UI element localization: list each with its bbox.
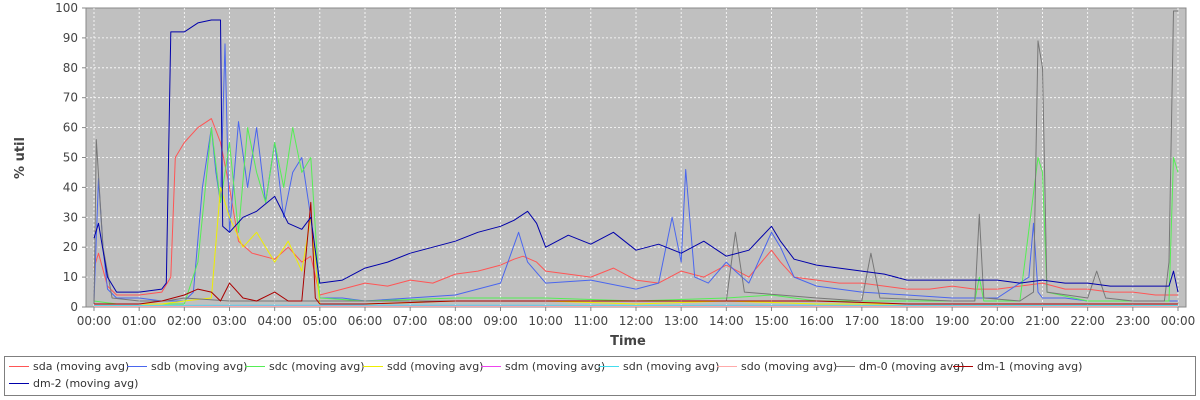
legend-item-sdc: sdc (moving avg) (245, 360, 365, 373)
series-line-dm-1 (94, 201, 1178, 305)
legend-swatch (9, 366, 29, 367)
y-axis-ticks: 0 10 20 30 40 50 60 70 80 90 100 (55, 1, 86, 314)
legend-label: sdm (moving avg) (505, 360, 606, 373)
x-tick-label: 12:00 (619, 314, 654, 328)
x-tick-label: 19:00 (935, 314, 970, 328)
series-line-dm-2 (93, 19, 1179, 293)
x-tick-label: 04:00 (257, 314, 292, 328)
legend-item-sdb: sdb (moving avg) (127, 360, 247, 373)
x-tick-label: 07:00 (393, 314, 428, 328)
y-tick-label: 60 (63, 121, 78, 135)
x-tick-label: 21:00 (1025, 314, 1060, 328)
y-tick-label: 40 (63, 180, 78, 194)
legend-label: sdn (moving avg) (623, 360, 720, 373)
legend-label: sda (moving avg) (33, 360, 130, 373)
y-tick-label: 70 (63, 91, 78, 105)
series-line-sda (93, 118, 1178, 296)
x-tick-label: 10:00 (528, 314, 563, 328)
y-tick-label: 80 (63, 61, 78, 75)
legend-label: dm-0 (moving avg) (859, 360, 965, 373)
x-axis-title: Time (610, 334, 646, 349)
legend-label: sdc (moving avg) (269, 360, 365, 373)
legend-item-sda: sda (moving avg) (9, 360, 129, 373)
legend-swatch (835, 366, 855, 367)
legend: sda (moving avg) sdb (moving avg) sdc (mov… (4, 356, 1196, 396)
x-tick-label: 17:00 (845, 314, 880, 328)
x-tick-label: 03:00 (212, 314, 247, 328)
y-tick-label: 10 (63, 270, 78, 284)
x-tick-label: 20:00 (980, 314, 1015, 328)
legend-item-dm-0: dm-0 (moving avg) (835, 360, 964, 373)
legend-item-dm-1: dm-1 (moving avg) (953, 360, 1082, 373)
series-lines (93, 10, 1179, 307)
x-tick-label: 11:00 (574, 314, 609, 328)
y-tick-label: 90 (63, 31, 78, 45)
legend-label: sdb (moving avg) (151, 360, 248, 373)
utilization-chart: 0 10 20 30 40 50 60 70 80 90 100 00:00 01:00 02:00 03… (13, 1, 1196, 349)
legend-swatch (9, 383, 29, 384)
legend-swatch (717, 366, 737, 367)
series-line-dm-0 (93, 10, 1178, 305)
y-tick-label: 0 (70, 300, 78, 314)
y-tick-label: 100 (55, 1, 78, 15)
y-axis-title: % util (13, 137, 28, 179)
legend-swatch (363, 366, 383, 367)
grid-lines (86, 8, 1186, 307)
x-tick-label: 05:00 (303, 314, 338, 328)
x-tick-label: 16:00 (799, 314, 834, 328)
x-tick-label: 01:00 (122, 314, 157, 328)
x-tick-label: 09:00 (483, 314, 518, 328)
x-tick-label: 08:00 (438, 314, 473, 328)
x-tick-label: 22:00 (1070, 314, 1105, 328)
legend-swatch (481, 366, 501, 367)
legend-item-dm-2: dm-2 (moving avg) (9, 377, 138, 390)
x-tick-label: 13:00 (664, 314, 699, 328)
legend-label: dm-1 (moving avg) (977, 360, 1083, 373)
legend-swatch (953, 366, 973, 367)
x-tick-label: 02:00 (167, 314, 202, 328)
x-tick-label: 15:00 (754, 314, 789, 328)
legend-item-sdm: sdm (moving avg) (481, 360, 605, 373)
legend-swatch (127, 366, 147, 367)
x-tick-label: 00:00 (77, 314, 112, 328)
x-tick-label: 14:00 (709, 314, 744, 328)
y-tick-label: 30 (63, 210, 78, 224)
x-tick-label: 06:00 (348, 314, 383, 328)
legend-item-sdo: sdo (moving avg) (717, 360, 837, 373)
x-tick-label: 00:00 (1161, 314, 1196, 328)
y-tick-label: 20 (63, 240, 78, 254)
x-axis-ticks: 00:00 01:00 02:00 03:00 04:00 05:00 06:00 07:00… (77, 307, 1196, 328)
x-tick-label: 18:00 (890, 314, 925, 328)
legend-item-sdd: sdd (moving avg) (363, 360, 483, 373)
legend-label: dm-2 (moving avg) (33, 377, 139, 390)
legend-label: sdo (moving avg) (741, 360, 838, 373)
x-tick-label: 23:00 (1116, 314, 1151, 328)
legend-swatch (599, 366, 619, 367)
legend-label: sdd (moving avg) (387, 360, 484, 373)
legend-swatch (245, 366, 265, 367)
y-tick-label: 50 (63, 151, 78, 165)
legend-item-sdn: sdn (moving avg) (599, 360, 719, 373)
